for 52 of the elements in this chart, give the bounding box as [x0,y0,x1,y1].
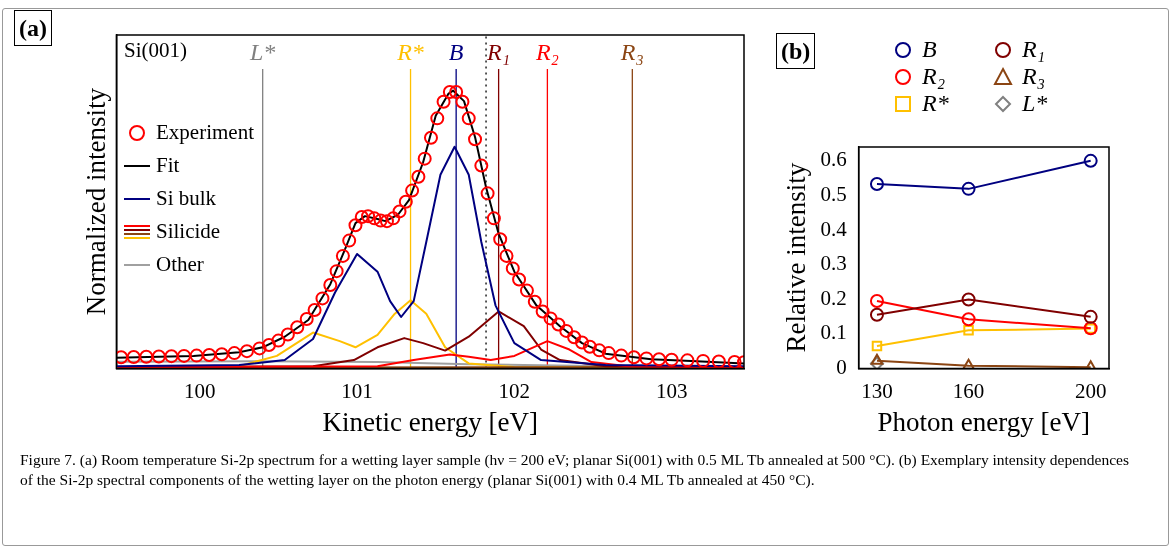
legend-label: R* [922,90,949,117]
legend-label: Experiment [156,120,254,145]
x-tick-label: 160 [952,378,985,403]
y-tick-label: 0.3 [820,251,847,276]
ref-line-label: L* [249,39,276,65]
x-tick-label: 100 [184,378,216,403]
ref-line-label: R* [396,39,424,65]
legend-label: L* [1022,90,1048,117]
x-tick-label: 130 [861,378,893,403]
point [869,356,884,369]
x-tick-label: 103 [655,378,688,403]
point [871,340,883,352]
legend-label: R₂ [922,63,946,90]
text: (a) [14,10,52,46]
point [870,353,884,365]
legend-label: Other [156,252,204,277]
x-axis-title: Photon energy [eV] [877,406,1091,437]
caption: Figure 7. (a) Room temperature Si-2p spectrum for a wetting layer sample (hν = 200 eV; planar Si(001) with 0.5 ML Tb annealed at 500 °C). (b) Exemplary intensity dependences of the Si-2p spectral components of the wetting layer on the photon energy (planar Si(001) with 0.4 ML Tb annealed at 450 °C). [20,450,1130,490]
y-tick-label: 0.2 [820,285,847,310]
point [963,325,974,336]
legend-label: Silicide [156,219,221,244]
x-tick-label: 102 [498,378,531,403]
y-tick-label: 0.4 [820,216,848,241]
legend-label: Fit [156,153,180,178]
ref-line-label: R₂ [534,39,559,65]
text: Si(001) [124,38,187,63]
point [869,307,884,322]
y-tick-label: 0 [836,354,847,379]
ref-line-label: B [448,39,464,65]
y-tick-label: 0.6 [820,147,847,172]
x-axis-title: Kinetic energy [eV] [322,406,538,437]
ref-line-label: R₃ [619,39,644,65]
x-tick-label: 200 [1074,378,1107,403]
point [869,177,884,192]
legend-label: R₁ [1022,36,1046,63]
y-axis-title: Normalized intensity [81,87,112,316]
x-tick-label: 101 [341,378,373,403]
point [961,292,976,307]
legend-label: B [922,36,937,63]
y-tick-label: 0.5 [820,181,847,206]
point [1083,153,1098,168]
point [961,312,976,327]
legend-label: Si bulk [156,186,217,211]
point [1083,309,1098,324]
point [869,293,884,308]
ref-line-label: R₁ [486,39,511,65]
point [961,181,976,196]
y-axis-title: Relative intensity [781,162,812,353]
text: (b) [776,33,816,69]
legend-label: R₃ [1022,63,1046,90]
y-tick-label: 0.1 [820,320,847,345]
point [962,358,975,369]
